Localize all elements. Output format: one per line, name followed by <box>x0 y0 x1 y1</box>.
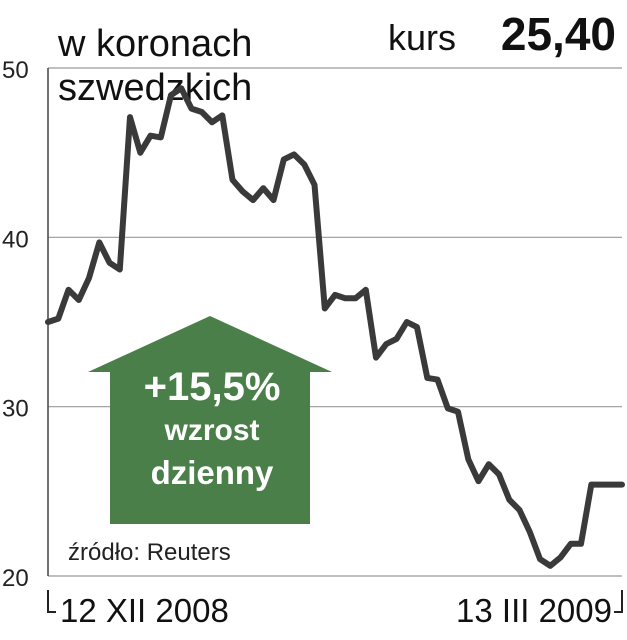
price-label: kurs <box>388 17 456 58</box>
annotation-text: +15,5% <box>144 365 281 409</box>
annotation-arrow <box>88 316 332 524</box>
price-line <box>45 85 625 569</box>
y-tick-label: 20 <box>2 565 29 592</box>
x-tick-label: 12 XII 2008 <box>60 592 229 629</box>
x-tick-label: 13 III 2009 <box>456 592 612 629</box>
chart-title: w koronach <box>57 23 252 65</box>
source: źródło: Reuters <box>68 539 231 566</box>
price-value: 25,40 <box>501 8 616 60</box>
y-tick-label: 30 <box>2 396 29 423</box>
annotation-text: wzrost <box>163 414 259 447</box>
annotation-text: dzienny <box>151 454 274 491</box>
y-tick-label: 40 <box>2 226 29 253</box>
chart-title: szwedzkich <box>58 67 252 109</box>
x-axis-bracket <box>47 590 623 613</box>
y-tick-label: 50 <box>2 57 29 84</box>
